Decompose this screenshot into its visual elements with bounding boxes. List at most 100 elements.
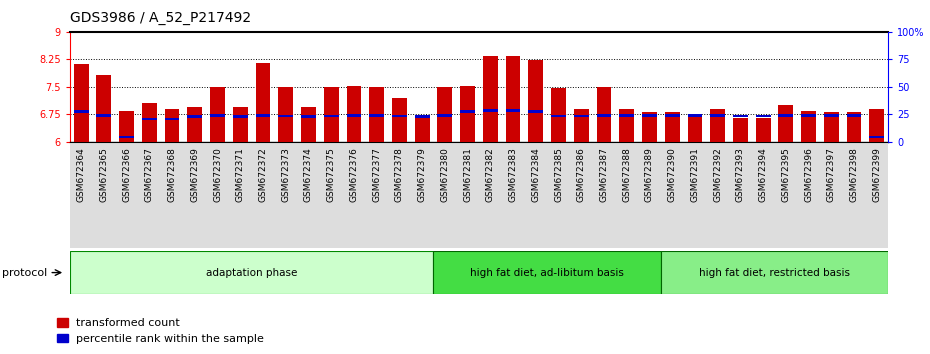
Bar bbox=[870, 136, 884, 138]
Text: GSM672380: GSM672380 bbox=[440, 147, 449, 202]
Bar bbox=[756, 115, 770, 117]
Bar bbox=[347, 114, 361, 116]
Bar bbox=[778, 114, 793, 116]
Bar bbox=[392, 115, 406, 117]
Bar bbox=[256, 114, 271, 116]
Bar bbox=[528, 61, 543, 142]
Bar bbox=[369, 114, 384, 116]
Bar bbox=[528, 110, 543, 113]
Bar bbox=[846, 114, 861, 116]
Text: GSM672374: GSM672374 bbox=[304, 147, 313, 202]
Text: GSM672367: GSM672367 bbox=[145, 147, 153, 202]
Bar bbox=[301, 107, 316, 142]
Text: GSM672366: GSM672366 bbox=[122, 147, 131, 202]
Text: GSM672390: GSM672390 bbox=[668, 147, 677, 202]
Bar bbox=[551, 88, 565, 142]
Bar bbox=[870, 109, 884, 142]
Bar bbox=[256, 63, 271, 142]
Bar bbox=[347, 86, 361, 142]
Bar bbox=[483, 56, 498, 142]
Bar bbox=[210, 87, 225, 142]
Text: GSM672392: GSM672392 bbox=[713, 147, 723, 202]
Text: GSM672378: GSM672378 bbox=[395, 147, 404, 202]
Bar bbox=[142, 118, 156, 120]
Text: GSM672383: GSM672383 bbox=[509, 147, 518, 202]
Bar bbox=[574, 109, 589, 142]
Bar bbox=[733, 115, 748, 117]
Bar bbox=[165, 109, 179, 142]
Text: GSM672382: GSM672382 bbox=[485, 147, 495, 202]
Text: GSM672381: GSM672381 bbox=[463, 147, 472, 202]
Bar bbox=[574, 115, 589, 117]
Bar bbox=[756, 118, 770, 142]
Text: GSM672399: GSM672399 bbox=[872, 147, 882, 202]
Bar bbox=[278, 115, 293, 117]
Text: GSM672373: GSM672373 bbox=[281, 147, 290, 202]
Bar bbox=[119, 136, 134, 138]
Legend: transformed count, percentile rank within the sample: transformed count, percentile rank withi… bbox=[52, 314, 269, 348]
Bar bbox=[824, 112, 839, 142]
Text: GSM672386: GSM672386 bbox=[577, 147, 586, 202]
Bar bbox=[778, 105, 793, 142]
Text: GSM672368: GSM672368 bbox=[167, 147, 177, 202]
Text: GDS3986 / A_52_P217492: GDS3986 / A_52_P217492 bbox=[70, 11, 251, 25]
Bar bbox=[232, 107, 247, 142]
Text: high fat diet, restricted basis: high fat diet, restricted basis bbox=[699, 268, 850, 278]
Bar bbox=[824, 114, 839, 116]
Text: GSM672370: GSM672370 bbox=[213, 147, 222, 202]
Text: high fat diet, ad-libitum basis: high fat diet, ad-libitum basis bbox=[471, 268, 624, 278]
Text: GSM672372: GSM672372 bbox=[259, 147, 268, 202]
Text: GSM672384: GSM672384 bbox=[531, 147, 540, 202]
Text: GSM672376: GSM672376 bbox=[350, 147, 358, 202]
Bar bbox=[665, 114, 680, 116]
Bar bbox=[506, 56, 521, 142]
Text: GSM672397: GSM672397 bbox=[827, 147, 836, 202]
Bar bbox=[619, 114, 634, 116]
Bar bbox=[619, 109, 634, 142]
Bar bbox=[142, 103, 156, 142]
Text: GSM672375: GSM672375 bbox=[326, 147, 336, 202]
Bar bbox=[415, 115, 430, 118]
Bar bbox=[232, 115, 247, 118]
Bar bbox=[73, 110, 88, 113]
FancyBboxPatch shape bbox=[661, 251, 888, 294]
Bar bbox=[301, 115, 316, 118]
Bar bbox=[711, 114, 725, 116]
Text: GSM672391: GSM672391 bbox=[690, 147, 699, 202]
Bar bbox=[665, 112, 680, 142]
FancyBboxPatch shape bbox=[70, 251, 433, 294]
Bar bbox=[165, 118, 179, 120]
Text: GSM672388: GSM672388 bbox=[622, 147, 631, 202]
Text: GSM672396: GSM672396 bbox=[804, 147, 813, 202]
Bar bbox=[846, 112, 861, 142]
Bar bbox=[733, 118, 748, 142]
Bar bbox=[460, 110, 475, 113]
Bar bbox=[801, 110, 816, 142]
Bar bbox=[596, 114, 611, 116]
Text: GSM672379: GSM672379 bbox=[418, 147, 427, 202]
Text: GSM672394: GSM672394 bbox=[759, 147, 767, 202]
FancyBboxPatch shape bbox=[433, 251, 661, 294]
Bar bbox=[687, 114, 702, 116]
Text: protocol: protocol bbox=[2, 268, 47, 278]
Text: GSM672387: GSM672387 bbox=[600, 147, 608, 202]
Bar bbox=[483, 109, 498, 112]
Bar bbox=[119, 110, 134, 142]
Bar bbox=[73, 64, 88, 142]
Text: GSM672389: GSM672389 bbox=[644, 147, 654, 202]
Bar bbox=[642, 114, 657, 116]
Bar bbox=[460, 86, 475, 142]
Text: GSM672365: GSM672365 bbox=[100, 147, 109, 202]
Text: GSM672385: GSM672385 bbox=[554, 147, 563, 202]
Text: adaptation phase: adaptation phase bbox=[206, 268, 298, 278]
Text: GSM672369: GSM672369 bbox=[191, 147, 199, 202]
Text: GSM672364: GSM672364 bbox=[76, 147, 86, 202]
Text: GSM672395: GSM672395 bbox=[781, 147, 790, 202]
Bar bbox=[278, 87, 293, 142]
Bar bbox=[596, 87, 611, 142]
Bar bbox=[187, 115, 202, 118]
Bar bbox=[187, 107, 202, 142]
Bar bbox=[506, 109, 521, 112]
Bar bbox=[642, 112, 657, 142]
Bar bbox=[392, 98, 406, 142]
